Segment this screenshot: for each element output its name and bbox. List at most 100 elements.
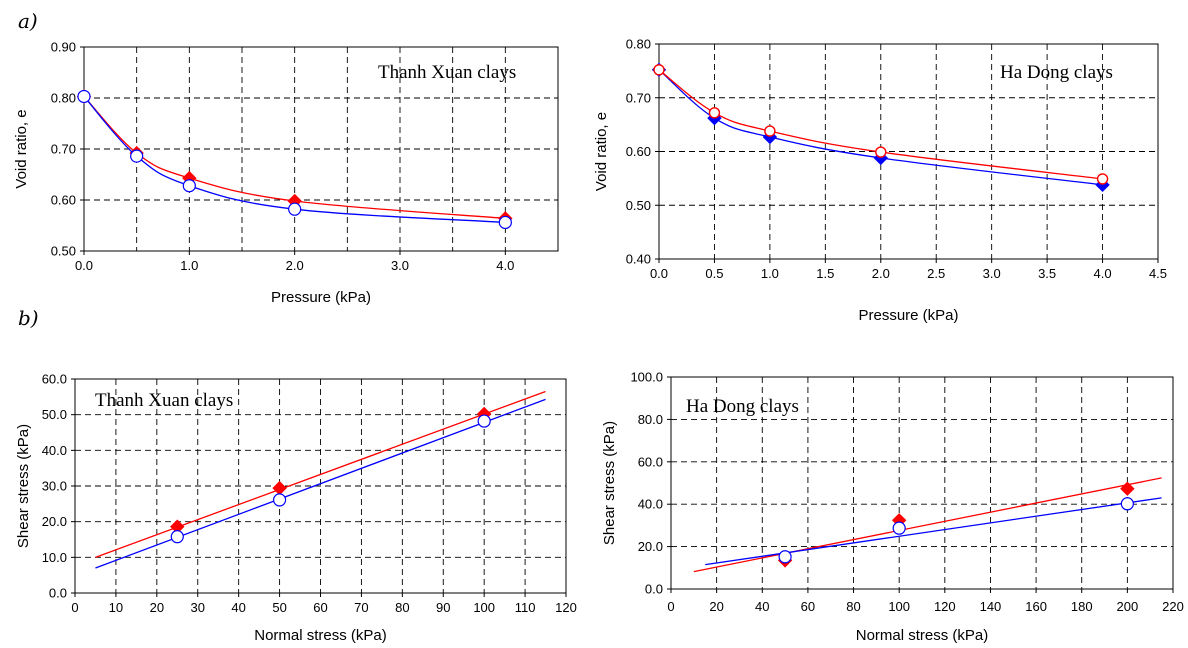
y-axis-title: Shear stress (kPa): [15, 424, 32, 548]
data-point: [498, 215, 512, 230]
x-tick-label: 1.0: [761, 266, 779, 281]
series-line: [83, 96, 506, 220]
series-2: [705, 497, 1162, 566]
y-tick-label: 40.0: [638, 497, 663, 512]
x-tick-label: 60: [801, 599, 815, 614]
x-tick-label: 100: [473, 600, 495, 615]
x-tick-label: 20: [150, 600, 164, 615]
panel-label-b: b): [18, 306, 39, 330]
y-tick-label: 0.0: [645, 582, 663, 597]
x-tick-label: 140: [980, 599, 1002, 614]
fit-line: [705, 497, 1162, 566]
x-tick-label: 180: [1071, 599, 1093, 614]
series-2: [653, 64, 1109, 185]
x-tick-label: 220: [1162, 599, 1184, 614]
y-axis-title: Shear stress (kPa): [601, 421, 618, 545]
y-axis-title: Void ratio, e: [13, 109, 30, 188]
x-tick-label: 0.0: [75, 258, 93, 273]
x-tick-label: 3.0: [983, 266, 1001, 281]
x-tick-label: 0.0: [650, 266, 668, 281]
y-tick-label: 60.0: [638, 454, 663, 469]
y-tick-label: 20.0: [638, 539, 663, 554]
x-tick-label: 0: [667, 599, 674, 614]
series-1: [693, 477, 1162, 573]
x-tick-label: 40: [231, 600, 245, 615]
series-line: [658, 69, 1103, 180]
y-tick-label: 40.0: [42, 443, 67, 458]
y-tick-label: 0.50: [51, 244, 76, 259]
x-tick-label: 1.0: [180, 258, 198, 273]
x-axis-title: Normal stress (kPa): [856, 627, 989, 644]
x-axis-title: Normal stress (kPa): [254, 627, 387, 644]
y-tick-label: 0.0: [49, 586, 67, 601]
y-tick-label: 0.70: [626, 90, 651, 105]
x-tick-label: 2.0: [286, 258, 304, 273]
x-tick-label: 4.5: [1149, 266, 1167, 281]
x-tick-label: 3.5: [1038, 266, 1056, 281]
y-tick-label: 20.0: [42, 514, 67, 529]
y-tick-label: 50.0: [42, 407, 67, 422]
x-tick-label: 2.5: [927, 266, 945, 281]
y-tick-label: 0.60: [51, 193, 76, 208]
data-point: [653, 64, 665, 76]
x-tick-label: 60: [313, 600, 327, 615]
series-2: [77, 89, 512, 230]
x-tick-label: 70: [354, 600, 368, 615]
x-tick-label: 10: [109, 600, 123, 615]
fit-line: [95, 398, 546, 569]
charts-group: 0.500.600.700.800.900.0 1.0 2.0 3.0 4.0Press…: [13, 37, 1184, 645]
fit-line: [95, 390, 546, 558]
x-tick-label: 50: [272, 600, 286, 615]
x-axis-title: Pressure (kPa): [858, 307, 958, 324]
series-line: [658, 69, 1103, 186]
y-tick-label: 0.40: [626, 252, 651, 267]
y-tick-label: 60.0: [42, 372, 67, 387]
x-tick-label: 30: [191, 600, 205, 615]
chart-title: Thanh Xuan clays: [378, 62, 516, 83]
y-tick-label: 0.70: [51, 142, 76, 157]
y-tick-label: 0.50: [626, 198, 651, 213]
data-point: [778, 550, 792, 564]
x-tick-label: 1.5: [816, 266, 834, 281]
data-point: [875, 146, 887, 158]
data-point: [272, 493, 287, 507]
y-tick-label: 80.0: [638, 412, 663, 427]
x-tick-label: 120: [555, 600, 577, 615]
y-tick-label: 10.0: [42, 550, 67, 565]
y-tick-label: 100.0: [630, 370, 663, 385]
data-point: [1096, 173, 1109, 185]
chart-4: 0.0 20.0 40.0 60.0 80.0 100.0 0 20 40 60 80 100 120 1…: [601, 370, 1184, 645]
y-tick-label: 0.90: [51, 40, 76, 55]
data-point: [1120, 481, 1135, 496]
x-tick-label: 2.0: [872, 266, 890, 281]
data-point: [288, 202, 302, 216]
data-point: [170, 530, 184, 544]
x-tick-label: 120: [934, 599, 956, 614]
data-point: [272, 480, 287, 496]
x-tick-label: 0: [71, 600, 78, 615]
x-tick-label: 4.0: [496, 258, 514, 273]
x-tick-label: 160: [1025, 599, 1047, 614]
plot-frame: [670, 376, 1174, 590]
x-tick-label: 3.0: [391, 258, 409, 273]
x-tick-label: 80: [846, 599, 860, 614]
x-axis-title: Pressure (kPa): [271, 289, 371, 306]
x-tick-label: 110: [515, 600, 536, 615]
y-tick-label: 0.80: [51, 91, 76, 106]
fit-line: [693, 477, 1162, 573]
chart-title: Ha Dong clays: [686, 396, 799, 417]
panel-label-a: a): [18, 9, 38, 33]
data-point: [130, 149, 144, 163]
chart-2: 0.40 0.50 0.60 0.70 0.80 0.0 0.5 1.0 1.5 2.0 2.5 3.…: [593, 37, 1167, 325]
data-point: [182, 179, 196, 193]
chart-3: 0.0 10.0 20.0 30.0 40.0 50.0 60.0 0 10 20 30 40 50 60…: [15, 372, 577, 645]
chart-title: Thanh Xuan clays: [95, 390, 233, 411]
series-line: [83, 96, 506, 224]
x-tick-label: 0.5: [705, 266, 723, 281]
x-tick-label: 40: [755, 599, 769, 614]
data-point: [1120, 497, 1134, 511]
x-tick-label: 80: [395, 600, 409, 615]
x-tick-label: 200: [1117, 599, 1139, 614]
x-tick-label: 20: [709, 599, 723, 614]
